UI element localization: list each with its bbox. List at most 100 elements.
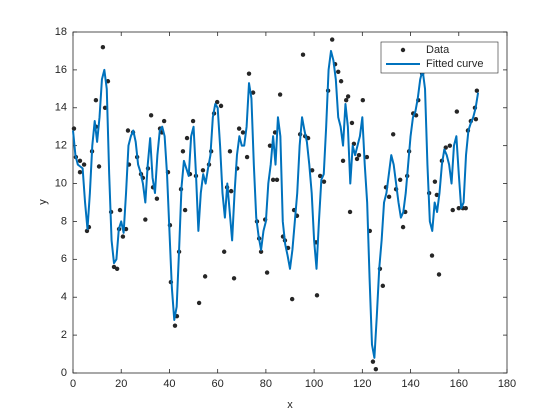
data-point (314, 293, 320, 298)
data-point (434, 192, 440, 198)
data-point (436, 272, 442, 277)
x-tick-label: 20 (115, 378, 127, 390)
x-tick-label: 180 (498, 378, 516, 390)
y-tick-label: 16 (55, 64, 67, 76)
data-point (364, 154, 370, 160)
data-point (96, 164, 102, 169)
data-point (172, 323, 178, 328)
y-tick-label: 2 (61, 329, 67, 341)
data-point (200, 168, 206, 173)
x-axis-label: x (287, 399, 293, 411)
data-point (345, 94, 351, 99)
data-point (373, 367, 379, 372)
data-point (343, 98, 349, 103)
data-point (386, 194, 392, 200)
data-point (143, 217, 148, 222)
data-point (317, 173, 323, 179)
data-point (463, 205, 468, 211)
data-point (400, 224, 406, 230)
data-point (120, 234, 126, 239)
data-point (432, 179, 438, 184)
data-point (338, 79, 344, 84)
x-tick-label: 120 (353, 378, 371, 390)
data-point (274, 177, 280, 182)
y-tick-label: 18 (55, 26, 67, 38)
data-point (300, 52, 306, 57)
data-point (114, 266, 120, 272)
data-point (246, 71, 252, 76)
data-point (264, 270, 270, 275)
data-point (125, 128, 131, 133)
data-point (474, 88, 480, 93)
data-point (236, 126, 242, 131)
data-point (77, 169, 83, 175)
data-point (161, 118, 167, 124)
data-point (231, 276, 237, 281)
data-point (196, 300, 202, 306)
data-point (450, 207, 455, 213)
y-tick-label: 0 (61, 367, 67, 379)
data-point (100, 44, 106, 50)
data-point (93, 98, 99, 103)
data-point (180, 149, 186, 154)
legend-marker (400, 47, 406, 53)
data-point (214, 99, 220, 105)
legend-box (380, 41, 499, 74)
y-tick-label: 12 (55, 140, 67, 152)
y-tick-label: 6 (61, 253, 67, 265)
x-tick-label: 0 (70, 378, 76, 390)
x-tick-label: 80 (260, 378, 272, 390)
data-point (123, 226, 129, 232)
data-point (154, 196, 160, 201)
data-point (227, 149, 233, 154)
data-point (270, 177, 276, 182)
data-point (390, 132, 396, 137)
x-tick-label: 100 (305, 378, 323, 390)
data-point (456, 205, 461, 211)
data-point (429, 253, 435, 258)
x-tick-label: 60 (212, 378, 224, 390)
x-tick-label: 40 (163, 378, 175, 390)
data-point (349, 120, 355, 126)
y-tick-label: 10 (55, 177, 67, 189)
data-point (277, 92, 283, 97)
data-point (81, 162, 87, 167)
data-point (321, 179, 327, 184)
data-point (354, 156, 360, 162)
legend: Data Fitted curve (380, 41, 499, 74)
data-point (228, 188, 234, 194)
data-point (202, 274, 208, 279)
data-point (454, 109, 460, 114)
data-point (84, 228, 90, 234)
legend-label: Data (426, 44, 450, 56)
data-point (309, 168, 315, 173)
data-point (380, 283, 386, 289)
data-point (336, 69, 341, 74)
data-point (221, 249, 227, 254)
data-point (218, 103, 224, 109)
y-tick-label: 4 (61, 291, 67, 303)
data-point (190, 118, 196, 124)
data-point (360, 98, 366, 103)
data-point (184, 135, 190, 141)
y-axis-label: y (37, 199, 49, 205)
data-point (340, 158, 346, 164)
data-point (117, 207, 123, 213)
data-point (244, 154, 250, 160)
y-tick-label: 14 (55, 102, 67, 114)
data-point (77, 158, 83, 164)
x-tick-label: 140 (401, 378, 419, 390)
data-point (71, 126, 77, 131)
data-point (473, 116, 479, 122)
data-point (397, 177, 403, 182)
data-point (289, 296, 295, 302)
x-tick-label: 160 (450, 378, 468, 390)
data-point (347, 209, 353, 215)
data-point (148, 113, 154, 118)
plot-area (72, 31, 508, 374)
data-point (240, 130, 246, 135)
fitted-curve (72, 49, 480, 359)
data-point (182, 207, 188, 213)
data-point (370, 359, 376, 364)
